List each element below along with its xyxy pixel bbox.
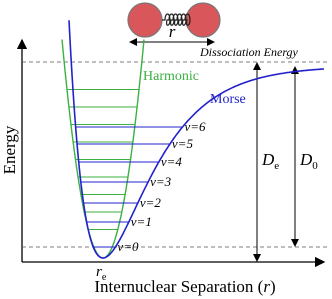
d0-label: D0 (299, 150, 318, 172)
level-label: v=5 (172, 136, 194, 151)
level-label: v=4 (161, 154, 183, 169)
d0-main: D (299, 150, 313, 169)
level-label: v=2 (140, 195, 162, 210)
de-label: De (261, 150, 279, 172)
level-label: v=1 (131, 214, 152, 229)
x-axis-label-symbol: r (263, 277, 270, 296)
d0-sub: 0 (312, 160, 318, 172)
y-axis-label: Energy (0, 125, 19, 174)
x-axis-label-text: ) (270, 277, 276, 296)
level-label: v=0 (117, 239, 139, 254)
re-label: re (96, 264, 107, 283)
re-main: r (96, 264, 102, 280)
level-label: v=6 (184, 119, 206, 134)
level-label: v=3 (150, 174, 172, 189)
harmonic-label: Harmonic (143, 69, 199, 84)
bond-label: r (169, 22, 176, 41)
de-sub: e (274, 160, 279, 172)
re-sub: e (102, 272, 107, 283)
dissociation-label: Dissociation Energy (199, 45, 299, 59)
de-main: D (261, 150, 275, 169)
x-axis-label-text: Internuclear Separation ( (94, 277, 263, 296)
atom (185, 2, 221, 38)
morse-curve (68, 20, 324, 259)
spring (162, 13, 191, 26)
atom (127, 2, 163, 38)
x-axis-label: Internuclear Separation (r) (94, 277, 275, 296)
morse-label: Morse (210, 92, 246, 107)
